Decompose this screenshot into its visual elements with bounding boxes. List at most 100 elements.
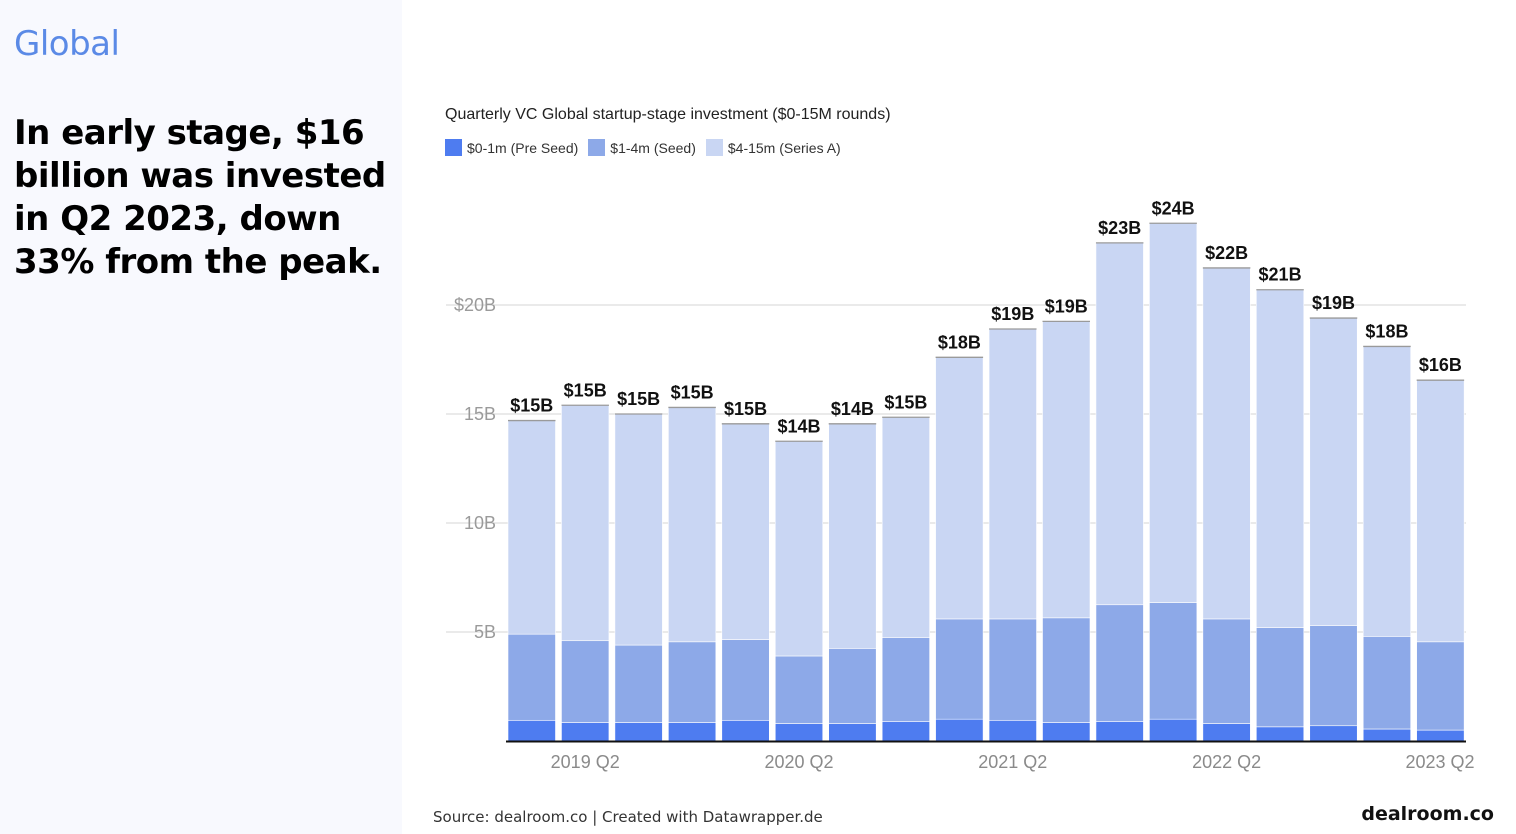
data-label: $15B bbox=[884, 392, 927, 412]
bar-segment bbox=[1256, 289, 1305, 628]
data-label: $19B bbox=[1312, 293, 1355, 313]
bar-segment bbox=[668, 407, 717, 643]
bar-segment bbox=[614, 644, 663, 723]
bar-segment bbox=[1149, 222, 1198, 603]
legend-swatch-seed bbox=[588, 139, 606, 156]
bar-segment bbox=[561, 722, 610, 742]
chart-legend: $0-1m (Pre Seed) $1-4m (Seed) $4-15m (Se… bbox=[445, 139, 841, 156]
bar-segment bbox=[561, 640, 610, 723]
brand-logo: dealroom.co bbox=[1361, 803, 1494, 825]
bar-segment bbox=[828, 648, 877, 724]
data-label: $23B bbox=[1098, 218, 1141, 238]
bar-segment bbox=[1256, 627, 1305, 728]
bar-segment bbox=[828, 723, 877, 742]
bar-segment bbox=[774, 723, 824, 742]
bar-segment bbox=[881, 637, 930, 722]
bar-segment bbox=[668, 641, 717, 723]
bar-segment bbox=[1149, 718, 1198, 742]
bar-segment bbox=[561, 404, 610, 642]
bar-segment bbox=[507, 633, 556, 721]
chart-title: Quarterly VC Global startup-stage invest… bbox=[445, 106, 891, 123]
data-labels-layer: $15B $15B $15B $15B $15B $14B $14B $15B $18B $19B… bbox=[510, 198, 1462, 436]
bar-segment bbox=[721, 423, 770, 640]
data-label: $15B bbox=[671, 382, 714, 402]
bar-segment bbox=[614, 413, 663, 646]
x-tick-label: 2021 Q2 bbox=[978, 752, 1047, 772]
x-tick-label: 2023 Q2 bbox=[1405, 752, 1474, 772]
bar-segment bbox=[1309, 625, 1358, 727]
data-label: $18B bbox=[938, 332, 981, 352]
bar-segment bbox=[1202, 267, 1251, 620]
bar-segment bbox=[1309, 317, 1358, 626]
legend-item-pre-seed: $0-1m (Pre Seed) bbox=[445, 139, 578, 156]
bar-segment bbox=[774, 655, 824, 724]
bar-segment bbox=[721, 639, 770, 721]
bar-segment bbox=[1042, 321, 1091, 619]
bar-segment bbox=[1416, 729, 1465, 742]
bars-layer bbox=[507, 222, 1465, 742]
bar-segment bbox=[935, 618, 984, 720]
section-title: Global bbox=[14, 24, 120, 64]
bar-segment bbox=[1256, 726, 1305, 742]
data-label: $19B bbox=[1045, 296, 1088, 316]
bar-segment bbox=[1362, 346, 1411, 637]
bar-segment bbox=[1095, 242, 1144, 606]
axis-layer: 5B 10B 15B $20B 2019 Q2 2020 Q2 2021 Q2 2022 Q2… bbox=[454, 295, 1475, 772]
bar-segment bbox=[721, 719, 770, 742]
legend-label-series-a: $4-15m (Series A) bbox=[727, 139, 841, 156]
legend-swatch-series-a bbox=[705, 139, 723, 156]
y-tick-label: 5B bbox=[474, 622, 496, 642]
bar-segment bbox=[881, 416, 930, 638]
data-label: $15B bbox=[617, 389, 660, 409]
legend-label-pre-seed: $0-1m (Pre Seed) bbox=[467, 139, 579, 156]
bar-segment bbox=[935, 718, 984, 742]
bar-segment bbox=[988, 719, 1037, 742]
bar-segment bbox=[988, 618, 1037, 721]
bar-segment bbox=[1416, 379, 1465, 643]
bar-segment bbox=[1202, 723, 1251, 742]
data-label: $21B bbox=[1259, 265, 1302, 285]
headline: In early stage, $16 billion was invested… bbox=[14, 113, 386, 282]
legend-item-series-a: $4-15m (Series A) bbox=[705, 139, 841, 156]
data-label: $15B bbox=[564, 380, 607, 400]
bar-segment bbox=[828, 423, 877, 649]
sidebar-panel: Global In early stage, $16 billion was i… bbox=[0, 0, 402, 834]
source-note: Source: dealroom.co | Created with Dataw… bbox=[433, 808, 823, 826]
legend-label-seed: $1-4m (Seed) bbox=[610, 139, 696, 156]
data-label: $14B bbox=[831, 399, 874, 419]
bar-segment bbox=[614, 722, 663, 742]
y-tick-label: 10B bbox=[464, 513, 496, 533]
x-tick-label: 2020 Q2 bbox=[764, 752, 833, 772]
bar-segment bbox=[1042, 722, 1091, 742]
bar-segment bbox=[1362, 728, 1411, 742]
bar-segment bbox=[1095, 721, 1144, 742]
data-label: $15B bbox=[510, 396, 553, 416]
x-tick-label: 2022 Q2 bbox=[1192, 752, 1261, 772]
data-label: $24B bbox=[1152, 198, 1195, 218]
bar-segment bbox=[774, 440, 824, 657]
bar-segment bbox=[668, 722, 717, 742]
bar-segment bbox=[1309, 725, 1358, 742]
data-label: $15B bbox=[724, 399, 767, 419]
y-tick-label: $20B bbox=[454, 295, 496, 315]
bar-segment bbox=[1362, 636, 1411, 730]
bar-segment bbox=[1095, 604, 1144, 722]
legend-swatch-pre-seed bbox=[445, 139, 462, 156]
bar-segment bbox=[1202, 618, 1251, 724]
legend-item-seed: $1-4m (Seed) bbox=[588, 139, 696, 156]
y-tick-label: 15B bbox=[464, 404, 496, 424]
bar-segment bbox=[881, 721, 930, 742]
bar-segment bbox=[1149, 602, 1198, 720]
data-label: $16B bbox=[1419, 355, 1462, 375]
bar-segment bbox=[507, 719, 556, 742]
bar-segment bbox=[1416, 641, 1465, 731]
x-tick-label: 2019 Q2 bbox=[551, 752, 620, 772]
data-label: $14B bbox=[777, 416, 820, 436]
bar-segment bbox=[1042, 617, 1091, 723]
bar-segment bbox=[935, 357, 984, 620]
data-label: $22B bbox=[1205, 243, 1248, 263]
data-label: $18B bbox=[1365, 321, 1408, 341]
data-label: $19B bbox=[991, 304, 1034, 324]
bar-segment bbox=[507, 420, 556, 635]
